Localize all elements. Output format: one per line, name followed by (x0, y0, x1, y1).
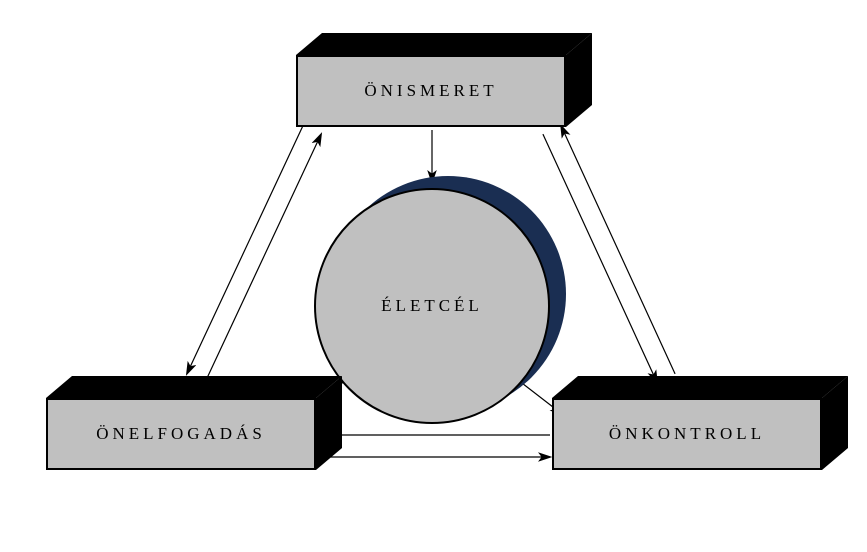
edge-arrow (561, 126, 675, 374)
diagram-stage: ÉLETCÉL ÖNISMERET ÖNELFOGADÁS ÖNKONTROLL (0, 0, 867, 552)
node-cylinder-center: ÉLETCÉL (314, 176, 566, 423)
node-label-top: ÖNISMERET (364, 81, 497, 101)
node-box-right: ÖNKONTROLL (552, 376, 848, 470)
node-label-right: ÖNKONTROLL (609, 424, 765, 444)
node-box-front-left: ÖNELFOGADÁS (46, 398, 316, 470)
node-label-center: ÉLETCÉL (381, 296, 483, 316)
node-box-front-right: ÖNKONTROLL (552, 398, 822, 470)
node-cylinder-front: ÉLETCÉL (314, 188, 550, 424)
node-box-top: ÖNISMERET (296, 33, 592, 127)
node-label-left: ÖNELFOGADÁS (96, 424, 266, 444)
edge-arrow (187, 126, 303, 374)
edge-arrow (205, 134, 321, 382)
node-box-left: ÖNELFOGADÁS (46, 376, 342, 470)
node-box-front-top: ÖNISMERET (296, 55, 566, 127)
